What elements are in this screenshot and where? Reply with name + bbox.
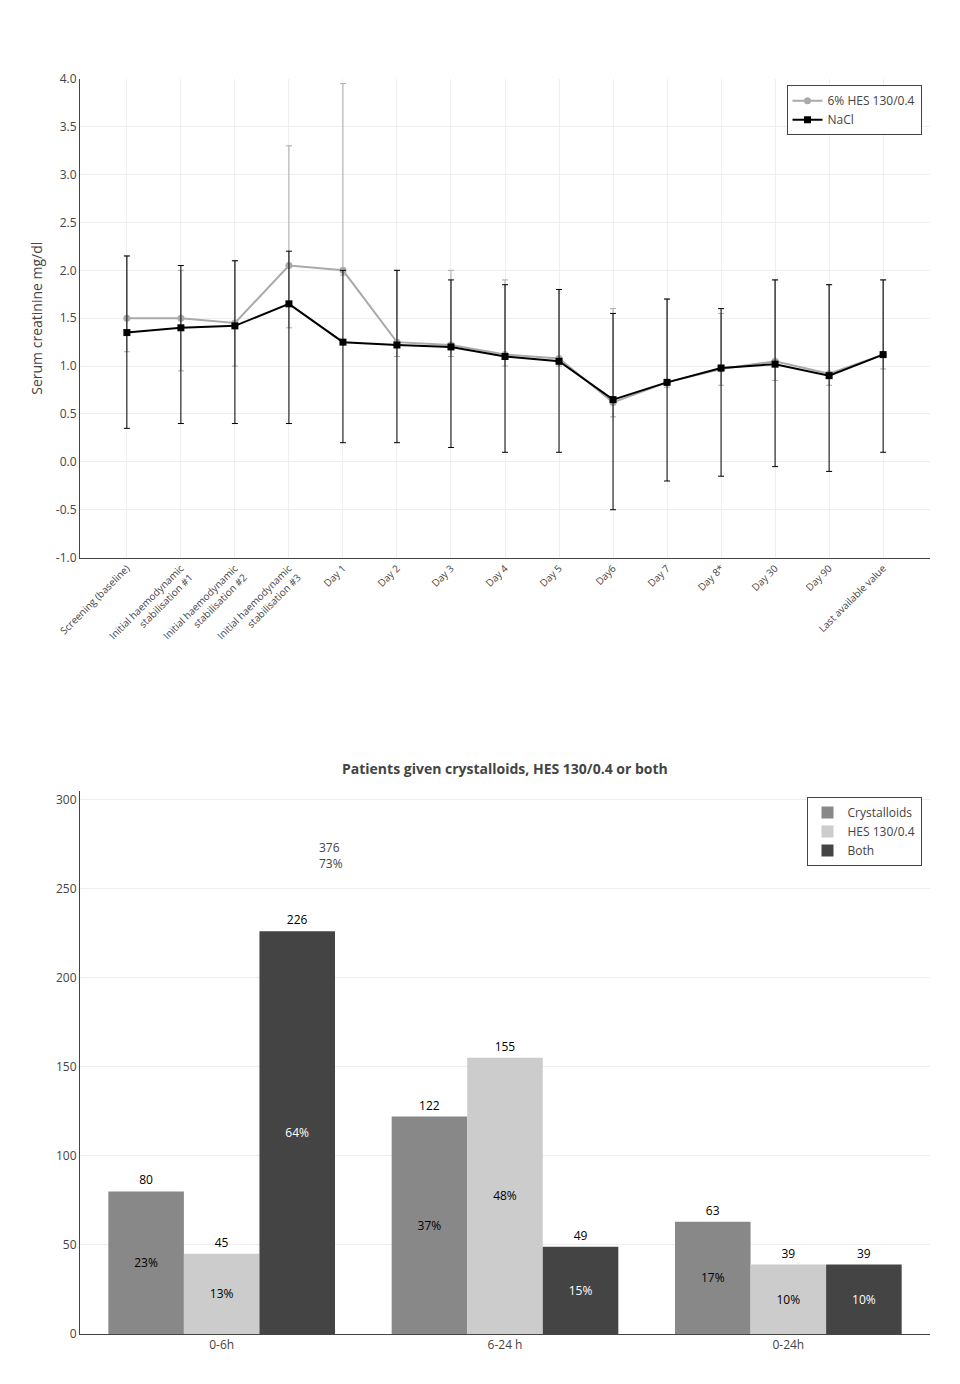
svg-text:3.5: 3.5: [60, 118, 77, 135]
svg-text:0: 0: [70, 1325, 77, 1342]
svg-text:3.0: 3.0: [60, 166, 77, 183]
svg-text:50: 50: [63, 1236, 77, 1253]
svg-text:Crystalloids: Crystalloids: [848, 804, 913, 821]
svg-text:1.5: 1.5: [60, 309, 77, 326]
svg-text:NaCl: NaCl: [828, 111, 854, 128]
svg-text:Day 30: Day 30: [748, 561, 781, 594]
svg-text:Screening (baseline): Screening (baseline): [57, 561, 133, 637]
svg-text:300: 300: [56, 791, 77, 808]
svg-text:100: 100: [56, 1147, 77, 1164]
svg-text:0.5: 0.5: [60, 405, 77, 422]
svg-text:-1.0: -1.0: [56, 549, 77, 566]
svg-text:48%: 48%: [493, 1187, 517, 1204]
svg-text:200: 200: [56, 969, 77, 986]
svg-text:Serum creatinine mg/dl: Serum creatinine mg/dl: [27, 242, 46, 395]
svg-text:1.0: 1.0: [60, 357, 77, 374]
svg-text:Day 5: Day 5: [536, 561, 565, 590]
svg-text:Initial haemodynamicstabilisat: Initial haemodynamicstabilisation #1: [106, 561, 196, 651]
svg-text:Day 3: Day 3: [428, 561, 457, 590]
svg-text:37%: 37%: [418, 1217, 442, 1234]
svg-text:64%: 64%: [285, 1124, 309, 1141]
svg-text:10%: 10%: [852, 1291, 876, 1308]
svg-text:0-6h: 0-6h: [209, 1336, 234, 1353]
svg-text:39: 39: [781, 1245, 795, 1262]
svg-text:Initial haemodynamicstabilisat: Initial haemodynamicstabilisation #3: [214, 561, 304, 651]
svg-text:13%: 13%: [210, 1285, 234, 1302]
svg-text:4.0: 4.0: [60, 70, 77, 87]
svg-text:2.5: 2.5: [60, 214, 77, 231]
svg-text:37673%: 37673%: [319, 839, 343, 872]
svg-text:6-24 h: 6-24 h: [488, 1336, 523, 1353]
svg-text:226: 226: [287, 911, 308, 928]
svg-text:6% HES 130/0.4: 6% HES 130/0.4: [828, 92, 915, 109]
svg-text:155: 155: [495, 1038, 516, 1055]
svg-text:Both: Both: [848, 842, 875, 859]
svg-text:0.0: 0.0: [60, 453, 77, 470]
svg-text:Patients given crystalloids, H: Patients given crystalloids, HES 130/0.4…: [342, 759, 668, 778]
svg-text:HES 130/0.4: HES 130/0.4: [848, 823, 915, 840]
svg-text:150: 150: [56, 1058, 77, 1075]
svg-text:Day 8*: Day 8*: [694, 561, 727, 594]
svg-text:Day 2: Day 2: [374, 561, 403, 590]
svg-text:17%: 17%: [701, 1269, 725, 1286]
svg-text:39: 39: [857, 1245, 871, 1262]
svg-text:Last available value: Last available value: [815, 561, 889, 635]
svg-text:45: 45: [215, 1234, 229, 1251]
svg-text:49: 49: [574, 1227, 588, 1244]
svg-text:Initial haemodynamicstabilisat: Initial haemodynamicstabilisation #2: [160, 561, 250, 651]
svg-text:15%: 15%: [569, 1282, 593, 1299]
svg-text:250: 250: [56, 880, 77, 897]
svg-text:2.0: 2.0: [60, 262, 77, 279]
svg-text:63: 63: [706, 1202, 720, 1219]
svg-text:Day 4: Day 4: [482, 561, 511, 590]
svg-text:10%: 10%: [776, 1291, 800, 1308]
svg-text:80: 80: [139, 1171, 153, 1188]
svg-text:122: 122: [419, 1097, 440, 1114]
svg-text:-0.5: -0.5: [56, 501, 77, 518]
svg-text:0-24h: 0-24h: [772, 1336, 804, 1353]
svg-text:Day 1: Day 1: [320, 561, 348, 589]
svg-text:Day 90: Day 90: [802, 561, 835, 594]
svg-text:23%: 23%: [134, 1254, 158, 1271]
svg-text:Day 7: Day 7: [644, 561, 673, 590]
svg-text:Day6: Day6: [592, 561, 619, 588]
